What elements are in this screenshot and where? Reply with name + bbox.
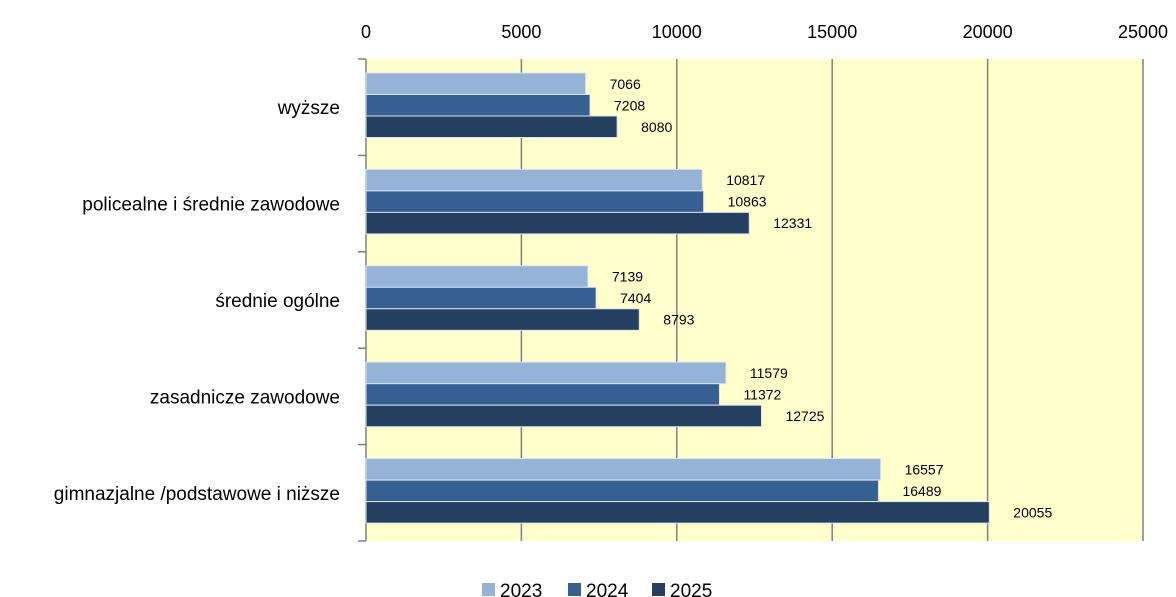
bar-2023 — [365, 168, 703, 192]
legend-label: 2025 — [670, 581, 712, 597]
data-label: 8080 — [641, 119, 672, 135]
bar-2023 — [365, 265, 589, 288]
data-labels: 7066 7208 8080 10817 10863 12331 7139 7404 8793 1… — [610, 76, 1053, 521]
bar-2023 — [365, 72, 587, 95]
x-tick-label: 10000 — [652, 22, 702, 42]
legend-swatch-2025 — [652, 583, 665, 596]
bar-2025 — [365, 211, 750, 235]
category-label: gimnazjalne /podstawowe i niższe — [54, 484, 340, 505]
category-labels: wyższe policealne i średnie zawodowe średn… — [54, 98, 340, 505]
bar-2025 — [365, 404, 762, 428]
bar-2023 — [365, 458, 882, 481]
x-tick-label: 5000 — [501, 22, 541, 42]
x-tick-label: 25000 — [1118, 22, 1168, 42]
data-label: 10863 — [728, 194, 767, 210]
data-label: 11372 — [743, 386, 781, 402]
legend: 2023 2024 2025 — [482, 581, 712, 597]
legend-swatch-2023 — [482, 583, 495, 596]
data-label: 10817 — [726, 172, 765, 188]
data-label: 7208 — [614, 97, 645, 113]
category-label: zasadnicze zawodowe — [150, 387, 340, 408]
bar-2024 — [365, 286, 597, 310]
x-tick-label: 0 — [361, 22, 371, 42]
x-tick-label: 15000 — [807, 22, 857, 42]
y-axis — [358, 58, 367, 542]
bar-series — [365, 72, 990, 524]
category-label: policealne i średnie zawodowe — [82, 195, 340, 216]
data-label: 8793 — [663, 312, 694, 328]
data-label: 12725 — [785, 408, 824, 424]
legend-swatch-2024 — [568, 583, 581, 596]
category-label: wyższe — [277, 98, 340, 119]
x-tick-label: 20000 — [963, 22, 1013, 42]
data-label: 16557 — [905, 461, 944, 477]
bar-2025 — [365, 115, 618, 138]
bar-2023 — [365, 361, 727, 385]
legend-label: 2023 — [500, 581, 542, 597]
data-label: 7404 — [620, 290, 651, 306]
category-label: średnie ogólne — [215, 291, 340, 312]
data-label: 7066 — [610, 76, 641, 92]
bar-2025 — [365, 308, 640, 331]
bar-2024 — [365, 479, 879, 503]
bar-2024 — [365, 190, 705, 213]
data-label: 11579 — [750, 365, 788, 381]
bar-2024 — [365, 383, 720, 406]
data-label: 7139 — [612, 269, 643, 285]
data-label: 20055 — [1013, 504, 1052, 520]
x-axis-tick-labels: 0 5000 10000 15000 20000 25000 — [361, 22, 1168, 42]
bar-2024 — [365, 94, 591, 117]
bar-2025 — [365, 501, 990, 524]
legend-label: 2024 — [586, 581, 629, 597]
data-label: 12331 — [773, 215, 812, 231]
data-label: 16489 — [902, 483, 941, 499]
